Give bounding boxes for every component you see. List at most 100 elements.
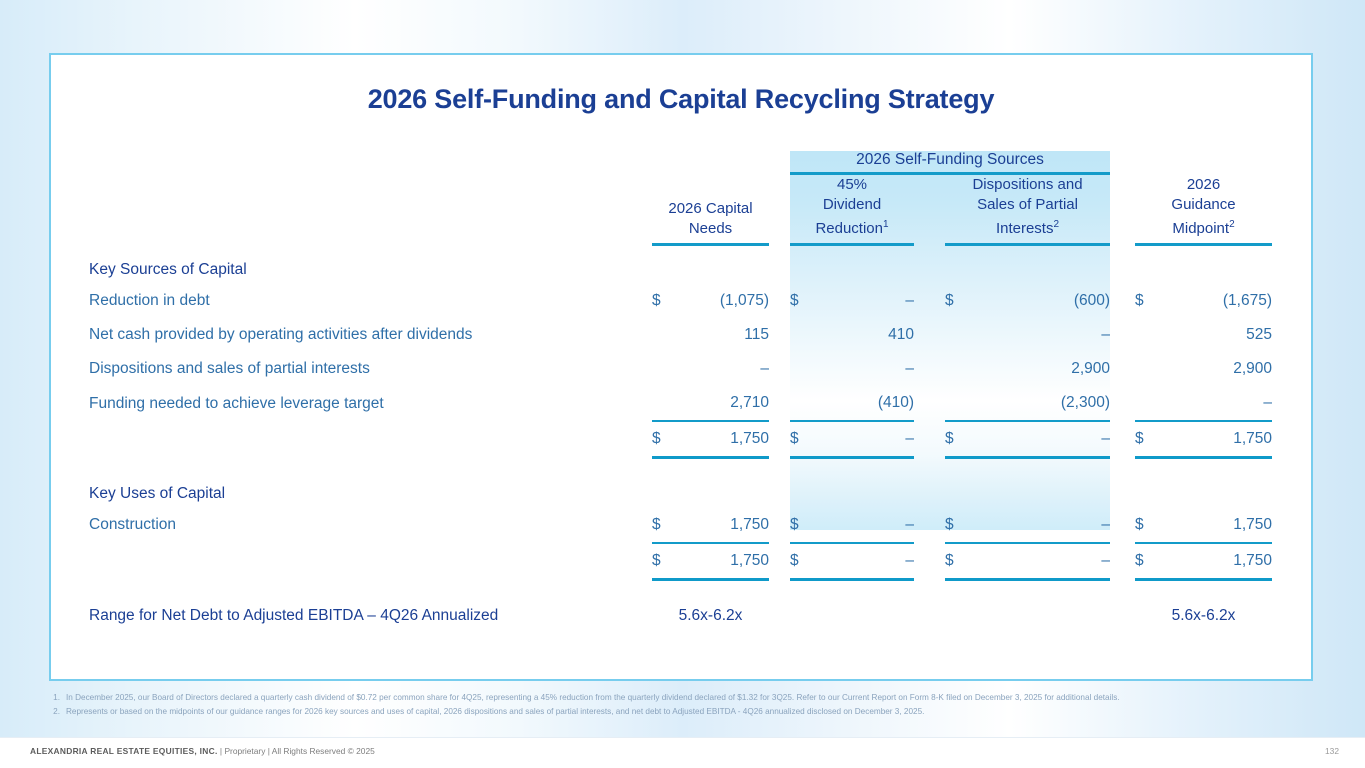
footnote-marker-1: 1 (882, 219, 889, 230)
cell-value: 2,710 (652, 386, 769, 422)
range-value-dispositions (945, 579, 1110, 625)
group-header-self-funding-sources: 2026 Self-Funding Sources (856, 151, 1044, 168)
cell-value: (1,675) (1222, 292, 1273, 309)
slide-card: 2026 Self-Funding and Capital Recycling … (49, 53, 1313, 681)
row-label-net-cash-after-dividends: Net cash provided by operating activitie… (89, 326, 473, 343)
total-label-sources (51, 421, 652, 458)
cell-value: – (905, 360, 914, 377)
table-total-row-sources: $ 1,750 $ – $ – $ 1,750 (51, 421, 1315, 459)
group-header-row: 2026 Self-Funding Sources (51, 151, 1315, 172)
page-title: 2026 Self-Funding and Capital Recycling … (367, 84, 995, 114)
footnote-2: 2. Represents or based on the midpoints … (44, 706, 1334, 718)
section-heading-row-sources: Key Sources of Capital (51, 246, 1315, 284)
cell-value: 1,750 (730, 515, 769, 533)
footnote-marker-2b: 2 (1229, 219, 1235, 230)
col-rule-3 (945, 243, 1111, 246)
cell-value: – (905, 515, 914, 533)
cell-value: 1,750 (1233, 515, 1273, 533)
capital-strategy-table: 2026 Self-Funding Sources 2026 Capital N… (51, 151, 1315, 625)
section-heading-row-uses: Key Uses of Capital (51, 470, 1315, 508)
table-row: Dispositions and sales of partial intere… (51, 352, 1315, 386)
cell-value: – (760, 360, 769, 377)
page-number: 132 (1325, 746, 1339, 756)
currency-symbol: $ (652, 430, 661, 447)
cell-value: – (1135, 386, 1273, 422)
cell-value: 1,750 (1233, 551, 1273, 569)
cell-value: (600) (1073, 292, 1111, 309)
footnote-2-text: Represents or based on the midpoints of … (66, 706, 925, 716)
slide-footer: ALEXANDRIA REAL ESTATE EQUITIES, INC. | … (0, 737, 1365, 768)
currency-symbol: $ (945, 551, 954, 569)
currency-symbol: $ (790, 430, 799, 447)
row-label-reduction-in-debt: Reduction in debt (89, 292, 210, 309)
col-rule-4 (1135, 243, 1273, 246)
table-row: Construction $ 1,750 $ – $ – $ 1,750 (51, 507, 1315, 544)
group-header-rule (790, 172, 1111, 175)
currency-symbol: $ (1135, 515, 1144, 533)
footnote-2-number: 2. (53, 706, 60, 716)
cell-value: 2,900 (1233, 360, 1273, 377)
currency-symbol: $ (1135, 551, 1144, 569)
cell-value: 1,750 (730, 551, 769, 569)
row-label-dispositions-sales-partial-interests: Dispositions and sales of partial intere… (89, 360, 370, 377)
currency-symbol: $ (945, 292, 954, 309)
column-header-row: 2026 Capital Needs 45% Dividend Reductio… (51, 175, 1315, 243)
cell-value: – (1101, 551, 1111, 569)
col-header-2026-guidance-midpoint: 2026 Guidance Midpoint2 (1171, 176, 1236, 237)
range-value-guidance-midpoint: 5.6x-6.2x (1171, 606, 1236, 624)
row-label-construction: Construction (89, 516, 177, 533)
col-header-dispositions-sales-partial-interests: Dispositions and Sales of Partial Intere… (972, 176, 1083, 237)
footer-brand: ALEXANDRIA REAL ESTATE EQUITIES, INC. | … (30, 746, 375, 756)
currency-symbol: $ (790, 515, 799, 533)
currency-symbol: $ (652, 551, 661, 569)
cell-value: 1,750 (730, 430, 769, 447)
range-row: Range for Net Debt to Adjusted EBITDA – … (51, 579, 1315, 625)
currency-symbol: $ (1135, 430, 1144, 447)
footnote-marker-2: 2 (1053, 219, 1060, 230)
section-heading-key-sources-of-capital: Key Sources of Capital (89, 261, 247, 278)
currency-symbol: $ (652, 292, 661, 309)
col-header-dividend-reduction: 45% Dividend Reduction1 (815, 176, 889, 237)
section-heading-key-uses-of-capital: Key Uses of Capital (89, 484, 226, 502)
footnote-1-number: 1. (53, 693, 60, 702)
row-label-funding-needed-leverage-target: Funding needed to achieve leverage targe… (89, 394, 384, 412)
group-header-rule-row (51, 172, 1315, 175)
cell-value: – (1101, 430, 1111, 447)
cell-value: 410 (888, 326, 914, 343)
table-row: Funding needed to achieve leverage targe… (51, 386, 1315, 422)
currency-symbol: $ (652, 515, 661, 533)
range-value-dividend-reduction (790, 579, 914, 625)
cell-value: – (905, 430, 914, 447)
cell-value: 525 (1246, 326, 1273, 343)
table-total-row-uses: $ 1,750 $ – $ – $ 1,750 (51, 542, 1315, 581)
cell-value: 2,900 (1071, 360, 1111, 377)
col-rule-2 (790, 243, 914, 246)
footer-company-name: ALEXANDRIA REAL ESTATE EQUITIES, INC. (30, 746, 218, 756)
currency-symbol: $ (1135, 292, 1144, 309)
col-header-2026-capital-needs: 2026 Capital Needs (668, 200, 753, 237)
self-funding-sources-highlight-band (790, 151, 1110, 530)
footer-rights: | Proprietary | All Rights Reserved © 20… (217, 746, 375, 756)
currency-symbol: $ (790, 551, 799, 569)
cell-value: – (1101, 515, 1111, 533)
table-row: Net cash provided by operating activitie… (51, 318, 1315, 352)
cell-value: (1,075) (719, 292, 769, 309)
cell-value: – (905, 292, 914, 309)
footnote-1-text: In December 2025, our Board of Directors… (66, 693, 1120, 702)
total-label-uses (51, 543, 652, 580)
cell-value: (2,300) (945, 386, 1111, 422)
cell-value: 115 (744, 326, 769, 343)
cell-value: (410) (790, 386, 914, 422)
currency-symbol: $ (945, 430, 954, 447)
currency-symbol: $ (945, 515, 954, 533)
table-row: Reduction in debt $ (1,075) $ – $ (600) … (51, 284, 1315, 318)
spacer-row (51, 458, 1315, 470)
cell-value: 1,750 (1233, 430, 1273, 447)
currency-symbol: $ (790, 292, 799, 309)
cell-value: – (905, 551, 914, 569)
footnote-1: 1. In December 2025, our Board of Direct… (44, 692, 1334, 704)
cell-value: – (1101, 326, 1111, 343)
col-rule-1 (652, 243, 769, 246)
column-header-rule-row (51, 243, 1315, 246)
range-row-label: Range for Net Debt to Adjusted EBITDA – … (89, 606, 499, 624)
